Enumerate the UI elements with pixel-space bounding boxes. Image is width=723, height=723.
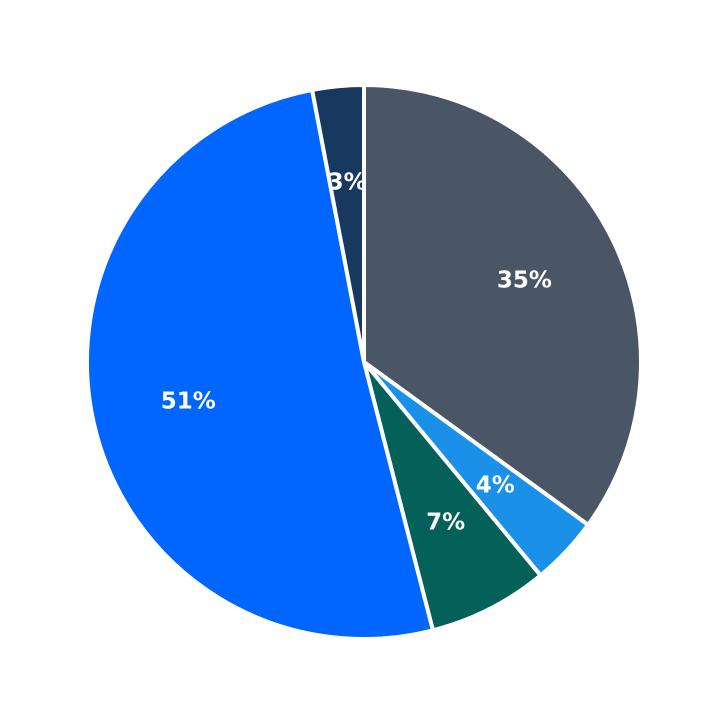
pie-slice-label: 51% bbox=[161, 388, 216, 414]
pie-slice-label: 4% bbox=[476, 472, 515, 498]
pie-slice-7pct bbox=[362, 360, 543, 633]
pie-slice-3pct bbox=[310, 83, 366, 364]
pie-slice-35pct bbox=[362, 83, 643, 527]
pie-slice-label: 35% bbox=[497, 267, 552, 293]
pie-slice-51pct bbox=[84, 87, 435, 642]
pie-slice-label: 7% bbox=[426, 509, 465, 535]
pie-slice-label: 3% bbox=[328, 170, 367, 196]
